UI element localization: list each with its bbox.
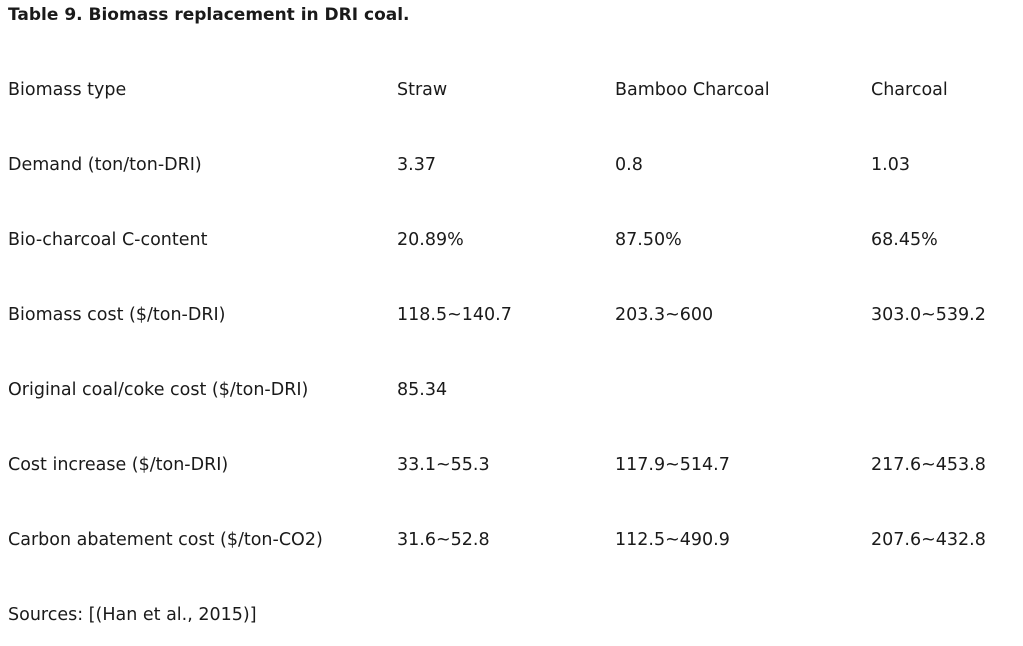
table-cell: 20.89%	[397, 230, 464, 250]
table-cell: 1.03	[871, 155, 910, 175]
table-cell: 31.6~52.8	[397, 530, 490, 550]
table-cell: 117.9~514.7	[615, 455, 730, 475]
table-cell: 87.50%	[615, 230, 682, 250]
row-label: Cost increase ($/ton-DRI)	[8, 455, 229, 475]
header-cell-bamboo-charcoal: Bamboo Charcoal	[615, 80, 770, 100]
table-cell: 33.1~55.3	[397, 455, 490, 475]
header-cell-charcoal: Charcoal	[871, 80, 948, 100]
table-cell: 0.8	[615, 155, 643, 175]
table-header-row: Biomass type Straw Bamboo Charcoal Charc…	[0, 75, 1023, 105]
table-cell: 217.6~453.8	[871, 455, 986, 475]
header-cell-straw: Straw	[397, 80, 448, 100]
sources-note: Sources: [(Han et al., 2015)]	[8, 605, 257, 625]
table-cell: 85.34	[397, 380, 448, 400]
row-label: Bio-charcoal C-content	[8, 230, 208, 250]
table-row: Original coal/coke cost ($/ton-DRI) 85.3…	[0, 375, 1023, 405]
table-cell: 112.5~490.9	[615, 530, 730, 550]
table-cell: 3.37	[397, 155, 436, 175]
table-cell: 118.5~140.7	[397, 305, 512, 325]
table-cell: 203.3~600	[615, 305, 714, 325]
table-caption: Table 9. Biomass replacement in DRI coal…	[8, 5, 410, 25]
table-cell: 303.0~539.2	[871, 305, 986, 325]
table-row: Cost increase ($/ton-DRI) 33.1~55.3 117.…	[0, 450, 1023, 480]
table-row: Carbon abatement cost ($/ton-CO2) 31.6~5…	[0, 525, 1023, 555]
table-cell: 68.45%	[871, 230, 938, 250]
table-row: Biomass cost ($/ton-DRI) 118.5~140.7 203…	[0, 300, 1023, 330]
table-row: Bio-charcoal C-content 20.89% 87.50% 68.…	[0, 225, 1023, 255]
table-row: Demand (ton/ton-DRI) 3.37 0.8 1.03	[0, 150, 1023, 180]
row-label: Original coal/coke cost ($/ton-DRI)	[8, 380, 309, 400]
row-label: Carbon abatement cost ($/ton-CO2)	[8, 530, 323, 550]
header-cell-biomass-type: Biomass type	[8, 80, 127, 100]
row-label: Demand (ton/ton-DRI)	[8, 155, 202, 175]
table-cell: 207.6~432.8	[871, 530, 986, 550]
row-label: Biomass cost ($/ton-DRI)	[8, 305, 226, 325]
